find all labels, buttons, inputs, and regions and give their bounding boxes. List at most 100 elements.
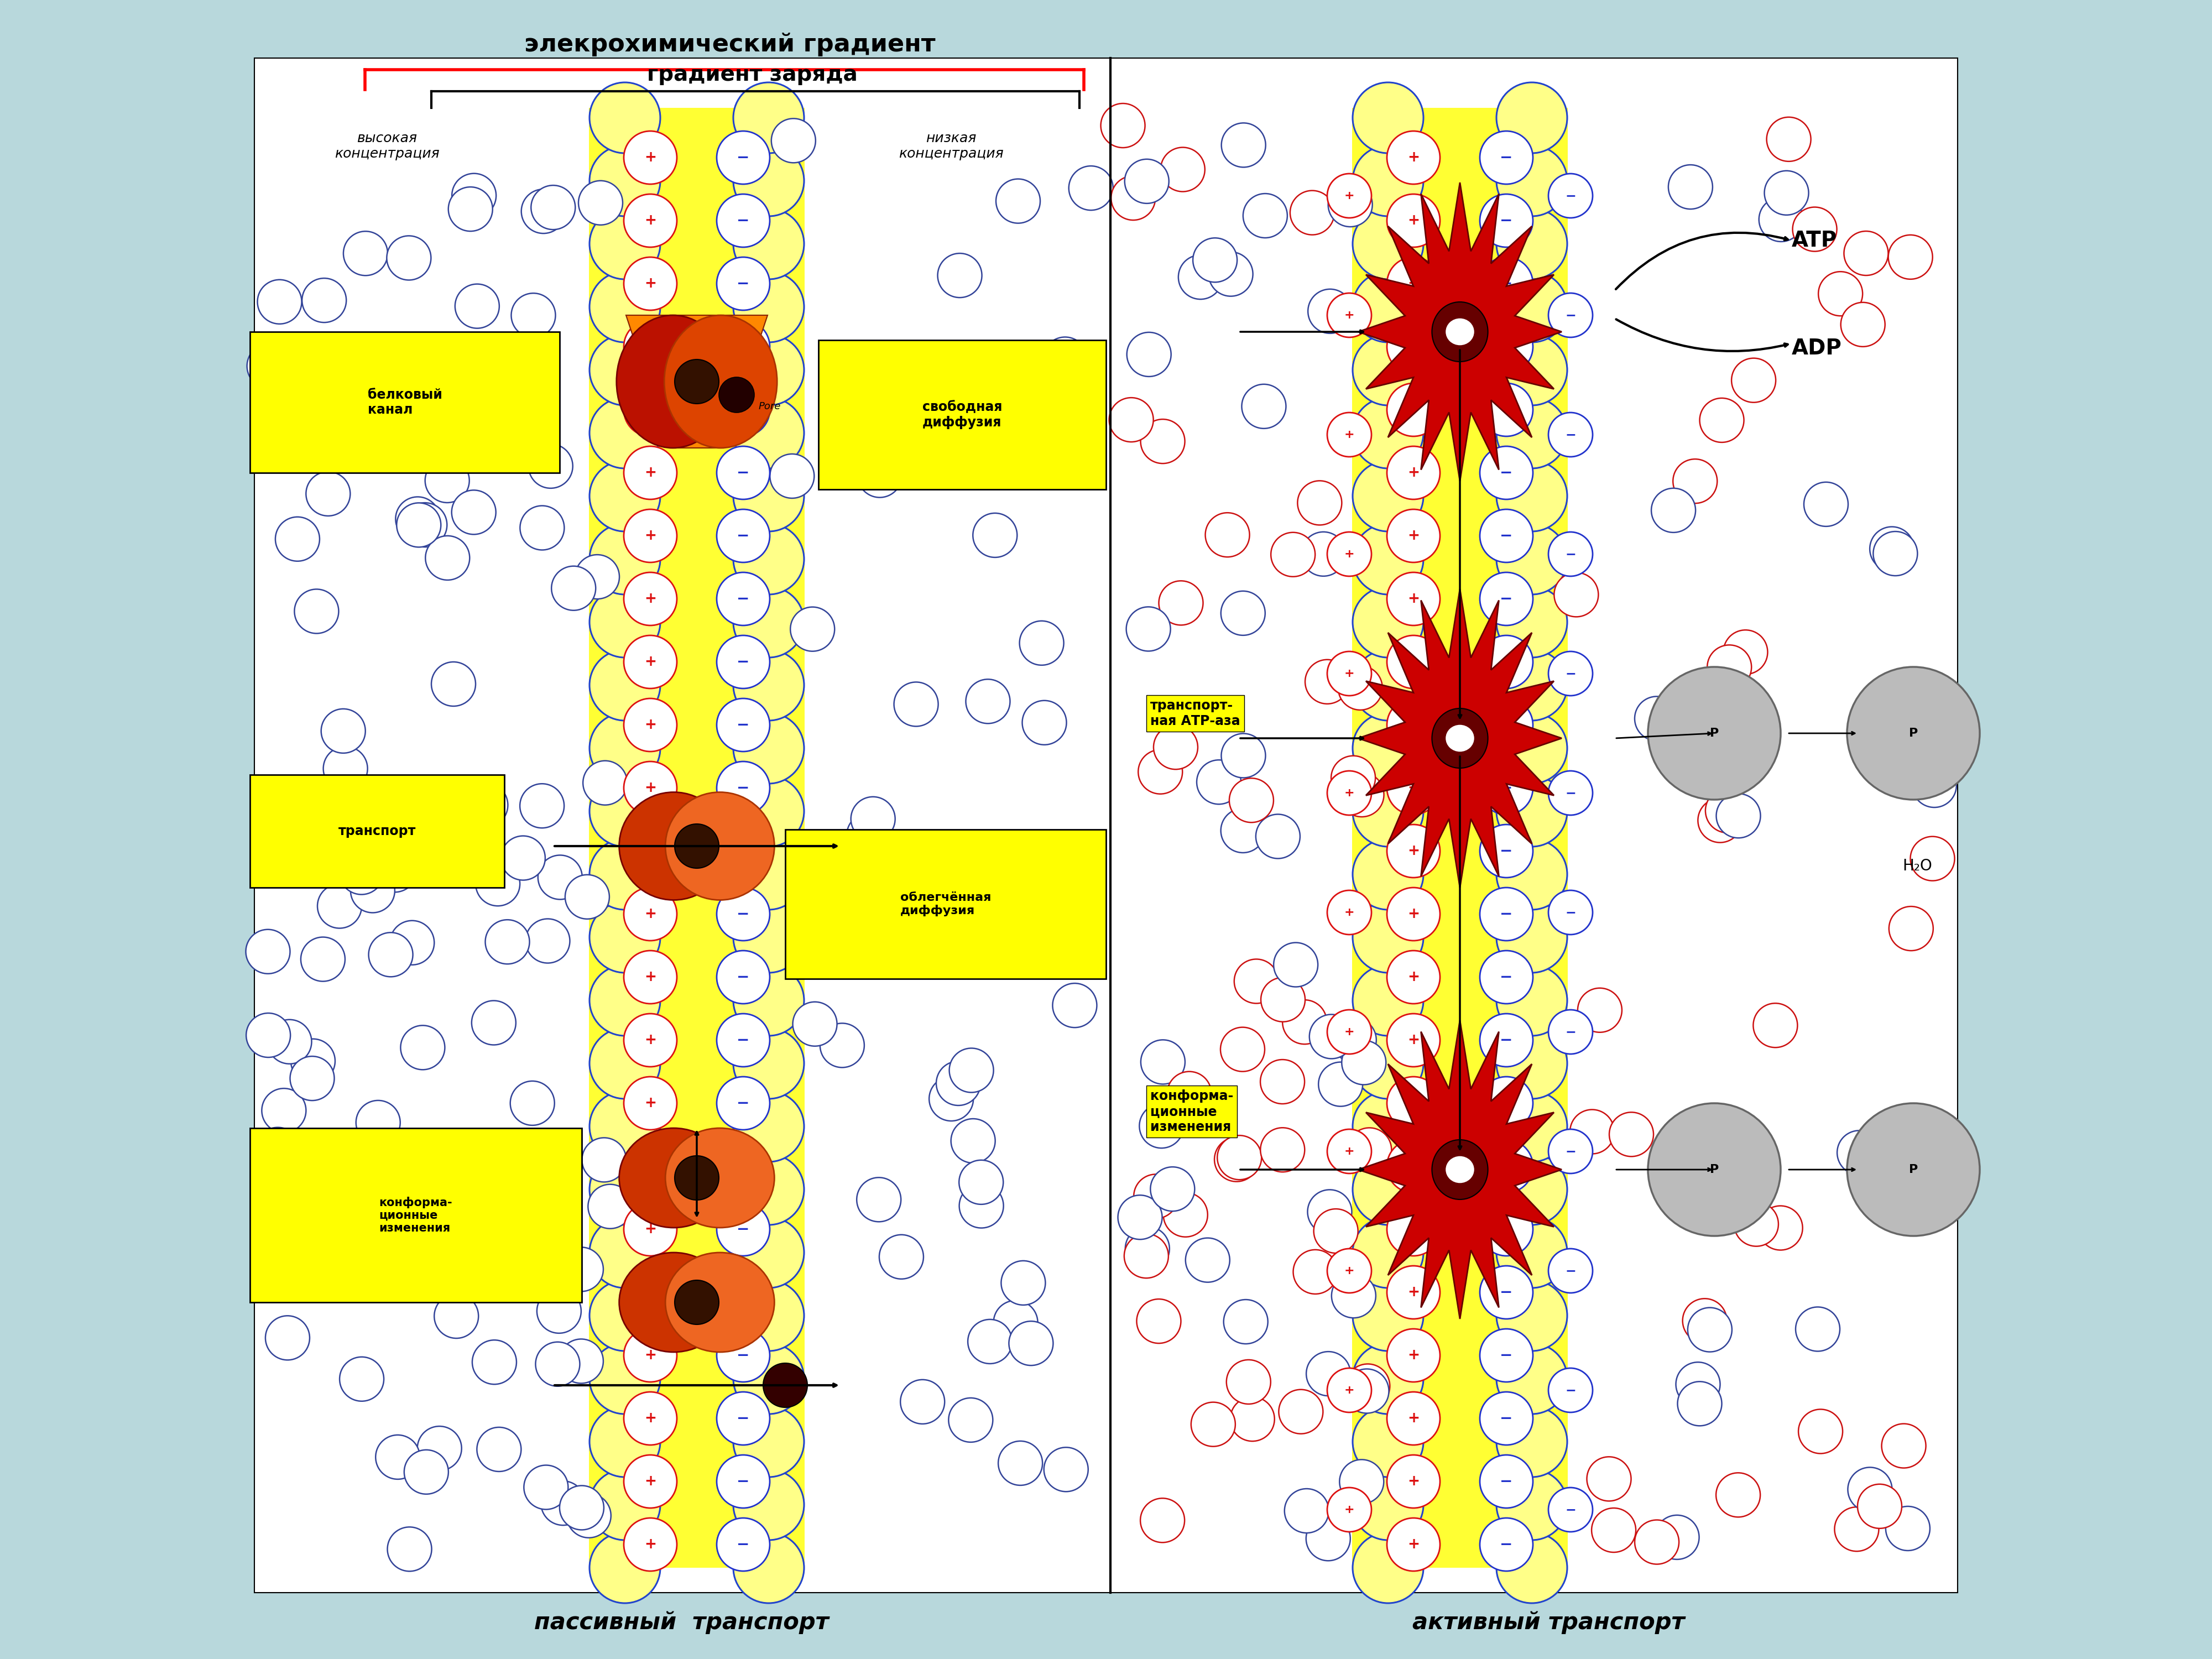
Ellipse shape xyxy=(582,1138,626,1181)
Ellipse shape xyxy=(1705,788,1750,833)
Ellipse shape xyxy=(734,1092,805,1161)
Ellipse shape xyxy=(717,1014,770,1067)
Ellipse shape xyxy=(261,1088,305,1133)
Ellipse shape xyxy=(341,1357,385,1402)
Text: +: + xyxy=(644,907,657,921)
Ellipse shape xyxy=(520,506,564,551)
Text: −: − xyxy=(737,528,750,544)
Ellipse shape xyxy=(993,1301,1037,1345)
Text: +: + xyxy=(644,655,657,669)
Text: −: − xyxy=(737,212,750,229)
Text: +: + xyxy=(1407,718,1420,732)
Ellipse shape xyxy=(434,1294,478,1339)
Ellipse shape xyxy=(1221,123,1265,168)
Ellipse shape xyxy=(1192,237,1237,282)
Ellipse shape xyxy=(1354,524,1425,594)
Ellipse shape xyxy=(560,1339,604,1384)
Ellipse shape xyxy=(301,937,345,982)
Ellipse shape xyxy=(449,1193,493,1238)
Text: −: − xyxy=(737,654,750,670)
Ellipse shape xyxy=(1354,966,1425,1035)
Ellipse shape xyxy=(1495,461,1566,531)
Ellipse shape xyxy=(1683,1299,1728,1342)
Ellipse shape xyxy=(1548,1010,1593,1053)
Text: −: − xyxy=(1500,1032,1513,1048)
Text: активный транспорт: активный транспорт xyxy=(1411,1611,1686,1634)
Ellipse shape xyxy=(1345,1369,1389,1413)
Ellipse shape xyxy=(664,315,776,448)
Ellipse shape xyxy=(1655,1515,1699,1559)
Ellipse shape xyxy=(1279,1390,1323,1433)
Ellipse shape xyxy=(588,83,659,153)
Text: −: − xyxy=(1500,275,1513,292)
Text: −: − xyxy=(1500,212,1513,229)
Ellipse shape xyxy=(1765,171,1809,216)
Ellipse shape xyxy=(1310,1014,1354,1058)
Text: +: + xyxy=(1407,151,1420,164)
Text: H₂O: H₂O xyxy=(1902,858,1931,874)
Ellipse shape xyxy=(1150,1166,1194,1211)
Text: облегчённая
диффузия: облегчённая диффузия xyxy=(900,893,991,916)
Ellipse shape xyxy=(248,343,292,388)
Ellipse shape xyxy=(734,713,805,783)
Ellipse shape xyxy=(1495,1281,1566,1350)
Text: конформа-
ционные
изменения: конформа- ционные изменения xyxy=(1150,1090,1234,1133)
Ellipse shape xyxy=(1137,1299,1181,1344)
Ellipse shape xyxy=(1548,1249,1593,1292)
Ellipse shape xyxy=(624,1266,677,1319)
Ellipse shape xyxy=(821,1024,865,1067)
Text: +: + xyxy=(644,1223,657,1236)
Ellipse shape xyxy=(246,929,290,974)
Text: −: − xyxy=(1500,1536,1513,1553)
Ellipse shape xyxy=(1387,761,1440,815)
Text: +: + xyxy=(1407,907,1420,921)
Ellipse shape xyxy=(1327,413,1371,456)
Text: +: + xyxy=(644,466,657,479)
Ellipse shape xyxy=(257,1128,301,1171)
Ellipse shape xyxy=(1387,1329,1440,1382)
Ellipse shape xyxy=(1126,607,1170,650)
Text: P: P xyxy=(1710,1165,1719,1175)
Ellipse shape xyxy=(624,761,677,815)
Ellipse shape xyxy=(1495,146,1566,216)
Text: +: + xyxy=(1407,1475,1420,1488)
Ellipse shape xyxy=(451,174,495,217)
Text: +: + xyxy=(1345,549,1354,559)
Ellipse shape xyxy=(717,446,770,499)
Ellipse shape xyxy=(734,902,805,972)
Ellipse shape xyxy=(1053,984,1097,1027)
Ellipse shape xyxy=(1874,531,1918,576)
Ellipse shape xyxy=(878,1234,922,1279)
Ellipse shape xyxy=(336,816,380,859)
Text: +: + xyxy=(1407,781,1420,795)
Ellipse shape xyxy=(675,1156,719,1199)
Ellipse shape xyxy=(624,1329,677,1382)
Ellipse shape xyxy=(321,708,365,753)
Ellipse shape xyxy=(1135,1175,1179,1218)
Ellipse shape xyxy=(734,1533,805,1603)
Ellipse shape xyxy=(734,209,805,279)
Text: +: + xyxy=(1345,1266,1354,1276)
Ellipse shape xyxy=(588,1092,659,1161)
Ellipse shape xyxy=(1387,257,1440,310)
Ellipse shape xyxy=(588,1029,659,1098)
Ellipse shape xyxy=(338,851,383,894)
Ellipse shape xyxy=(1548,1369,1593,1412)
Ellipse shape xyxy=(624,635,677,688)
Ellipse shape xyxy=(624,383,677,436)
Ellipse shape xyxy=(305,471,349,516)
Ellipse shape xyxy=(717,194,770,247)
Ellipse shape xyxy=(294,589,338,634)
Text: +: + xyxy=(644,1538,657,1551)
Ellipse shape xyxy=(1221,1027,1265,1072)
Text: −: − xyxy=(737,1410,750,1427)
Ellipse shape xyxy=(1340,1460,1385,1503)
Ellipse shape xyxy=(1327,1488,1371,1531)
Text: −: − xyxy=(1566,667,1575,680)
Ellipse shape xyxy=(734,650,805,720)
Text: +: + xyxy=(1407,1412,1420,1425)
Ellipse shape xyxy=(1387,509,1440,562)
Text: −: − xyxy=(1566,1384,1575,1397)
Text: −: − xyxy=(737,780,750,796)
Ellipse shape xyxy=(1197,760,1241,805)
